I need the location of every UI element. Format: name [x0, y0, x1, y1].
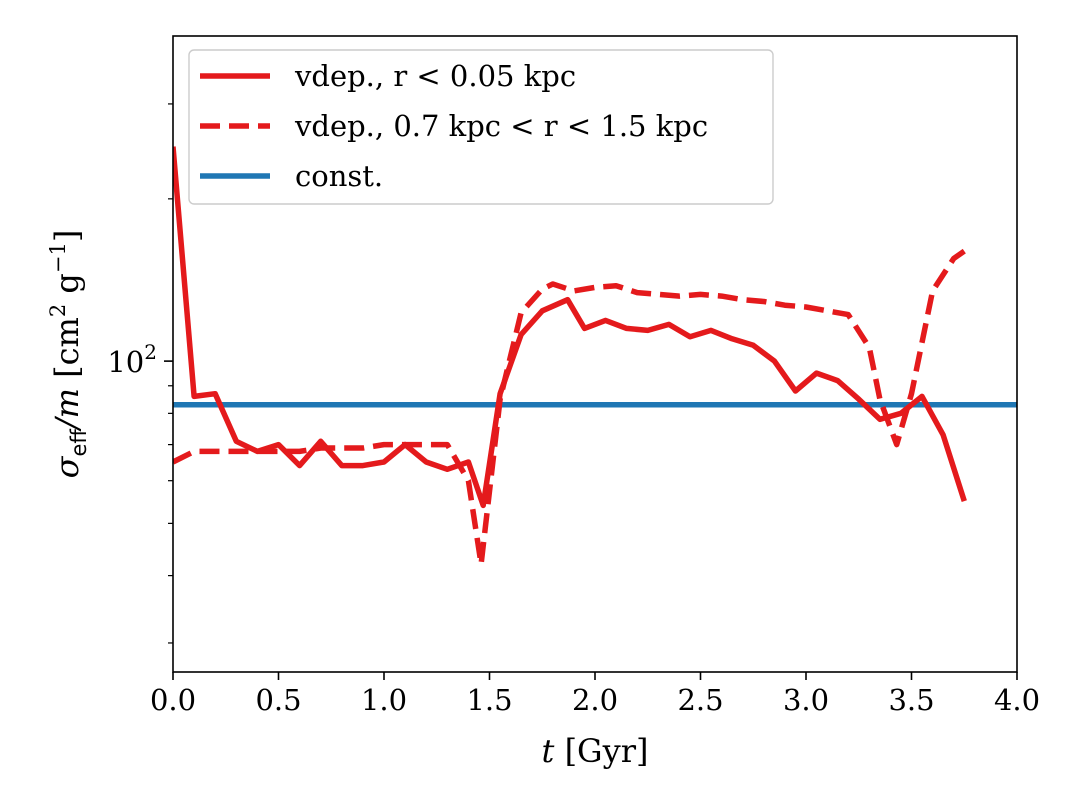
series-line-vdep-inner: [173, 146, 967, 509]
y-axis-label: σeff/m [cm2 g−1]: [46, 230, 91, 479]
y-axis-label-sup1: 2: [46, 304, 70, 317]
x-axis-label-unit: [Gyr]: [554, 732, 648, 770]
y-tick-label-exp: 2: [144, 340, 157, 364]
x-tick-label: 4.0: [994, 683, 1040, 717]
y-axis-label-unit-mid: g: [48, 273, 86, 304]
x-tick-label: 1.5: [466, 683, 512, 717]
x-tick-label: 1.0: [361, 683, 407, 717]
legend-frame: [188, 49, 774, 205]
legend-label-const: const.: [295, 159, 383, 193]
legend-label-vdep-inner: vdep., r < 0.05 kpc: [294, 59, 576, 93]
legend-label-vdep-outer: vdep., 0.7 kpc < r < 1.5 kpc: [294, 109, 708, 143]
x-tick-label: 3.5: [888, 683, 934, 717]
x-axis-ticks: 0.0 0.5 1.0 1.5 2.0 2.5 3.0 3.5 4.0: [150, 672, 1040, 717]
y-tick-label: 102: [107, 340, 157, 379]
x-axis-label: t [Gyr]: [542, 732, 649, 770]
x-axis-label-var: t: [542, 732, 555, 770]
x-tick-label: 2.0: [572, 683, 618, 717]
legend: vdep., r < 0.05 kpc vdep., 0.7 kpc < r <…: [188, 49, 774, 205]
x-tick-label: 2.5: [677, 683, 723, 717]
x-tick-label: 3.0: [783, 683, 829, 717]
y-axis-label-sup2: −1: [46, 242, 70, 273]
y-axis-label-sigma: σ: [48, 455, 86, 478]
y-axis-ticks: 102: [107, 103, 173, 644]
x-tick-label: 0.0: [150, 683, 196, 717]
y-axis-label-sub: eff: [67, 429, 91, 457]
y-tick-label-base: 10: [107, 345, 144, 379]
x-tick-label: 0.5: [255, 683, 301, 717]
y-axis-label-unit-close: ]: [48, 230, 86, 242]
y-axis-label-unit-open: [cm: [48, 317, 86, 388]
y-axis-label-m: /m: [48, 388, 86, 432]
series-layer: [173, 146, 1017, 567]
